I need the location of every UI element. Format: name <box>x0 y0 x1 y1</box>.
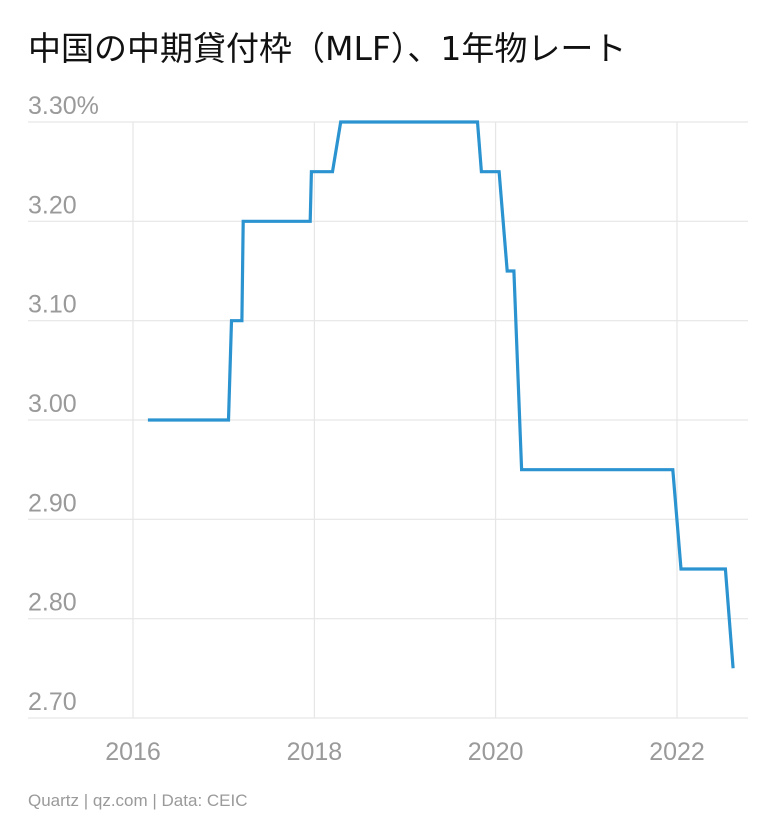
y-axis-tick-labels: 3.30% 3.20 3.10 3.00 2.90 2.80 2.70 <box>28 92 99 716</box>
x-tick-label: 2020 <box>468 738 524 766</box>
gridlines <box>28 121 748 719</box>
y-tick-label: 3.30% <box>28 92 99 120</box>
mlf-rate-line <box>147 120 735 669</box>
x-tick-label: 2016 <box>105 738 161 766</box>
y-tick-label: 3.10 <box>28 291 77 319</box>
y-tick-label: 3.20 <box>28 191 77 219</box>
y-tick-label: 3.00 <box>28 390 77 418</box>
series-lines <box>147 120 735 669</box>
y-tick-label: 2.70 <box>28 688 77 716</box>
x-tick-label: 2018 <box>287 738 343 766</box>
y-tick-label: 2.90 <box>28 489 77 517</box>
source-footer: Quartz | qz.com | Data: CEIC <box>28 791 248 810</box>
chart-title: 中国の中期貸付枠（MLF）、1年物レート <box>28 29 627 68</box>
y-tick-label: 2.80 <box>28 589 77 617</box>
x-axis-tick-labels: 2016 2018 2020 2022 <box>105 738 705 766</box>
x-tick-label: 2022 <box>649 738 705 766</box>
